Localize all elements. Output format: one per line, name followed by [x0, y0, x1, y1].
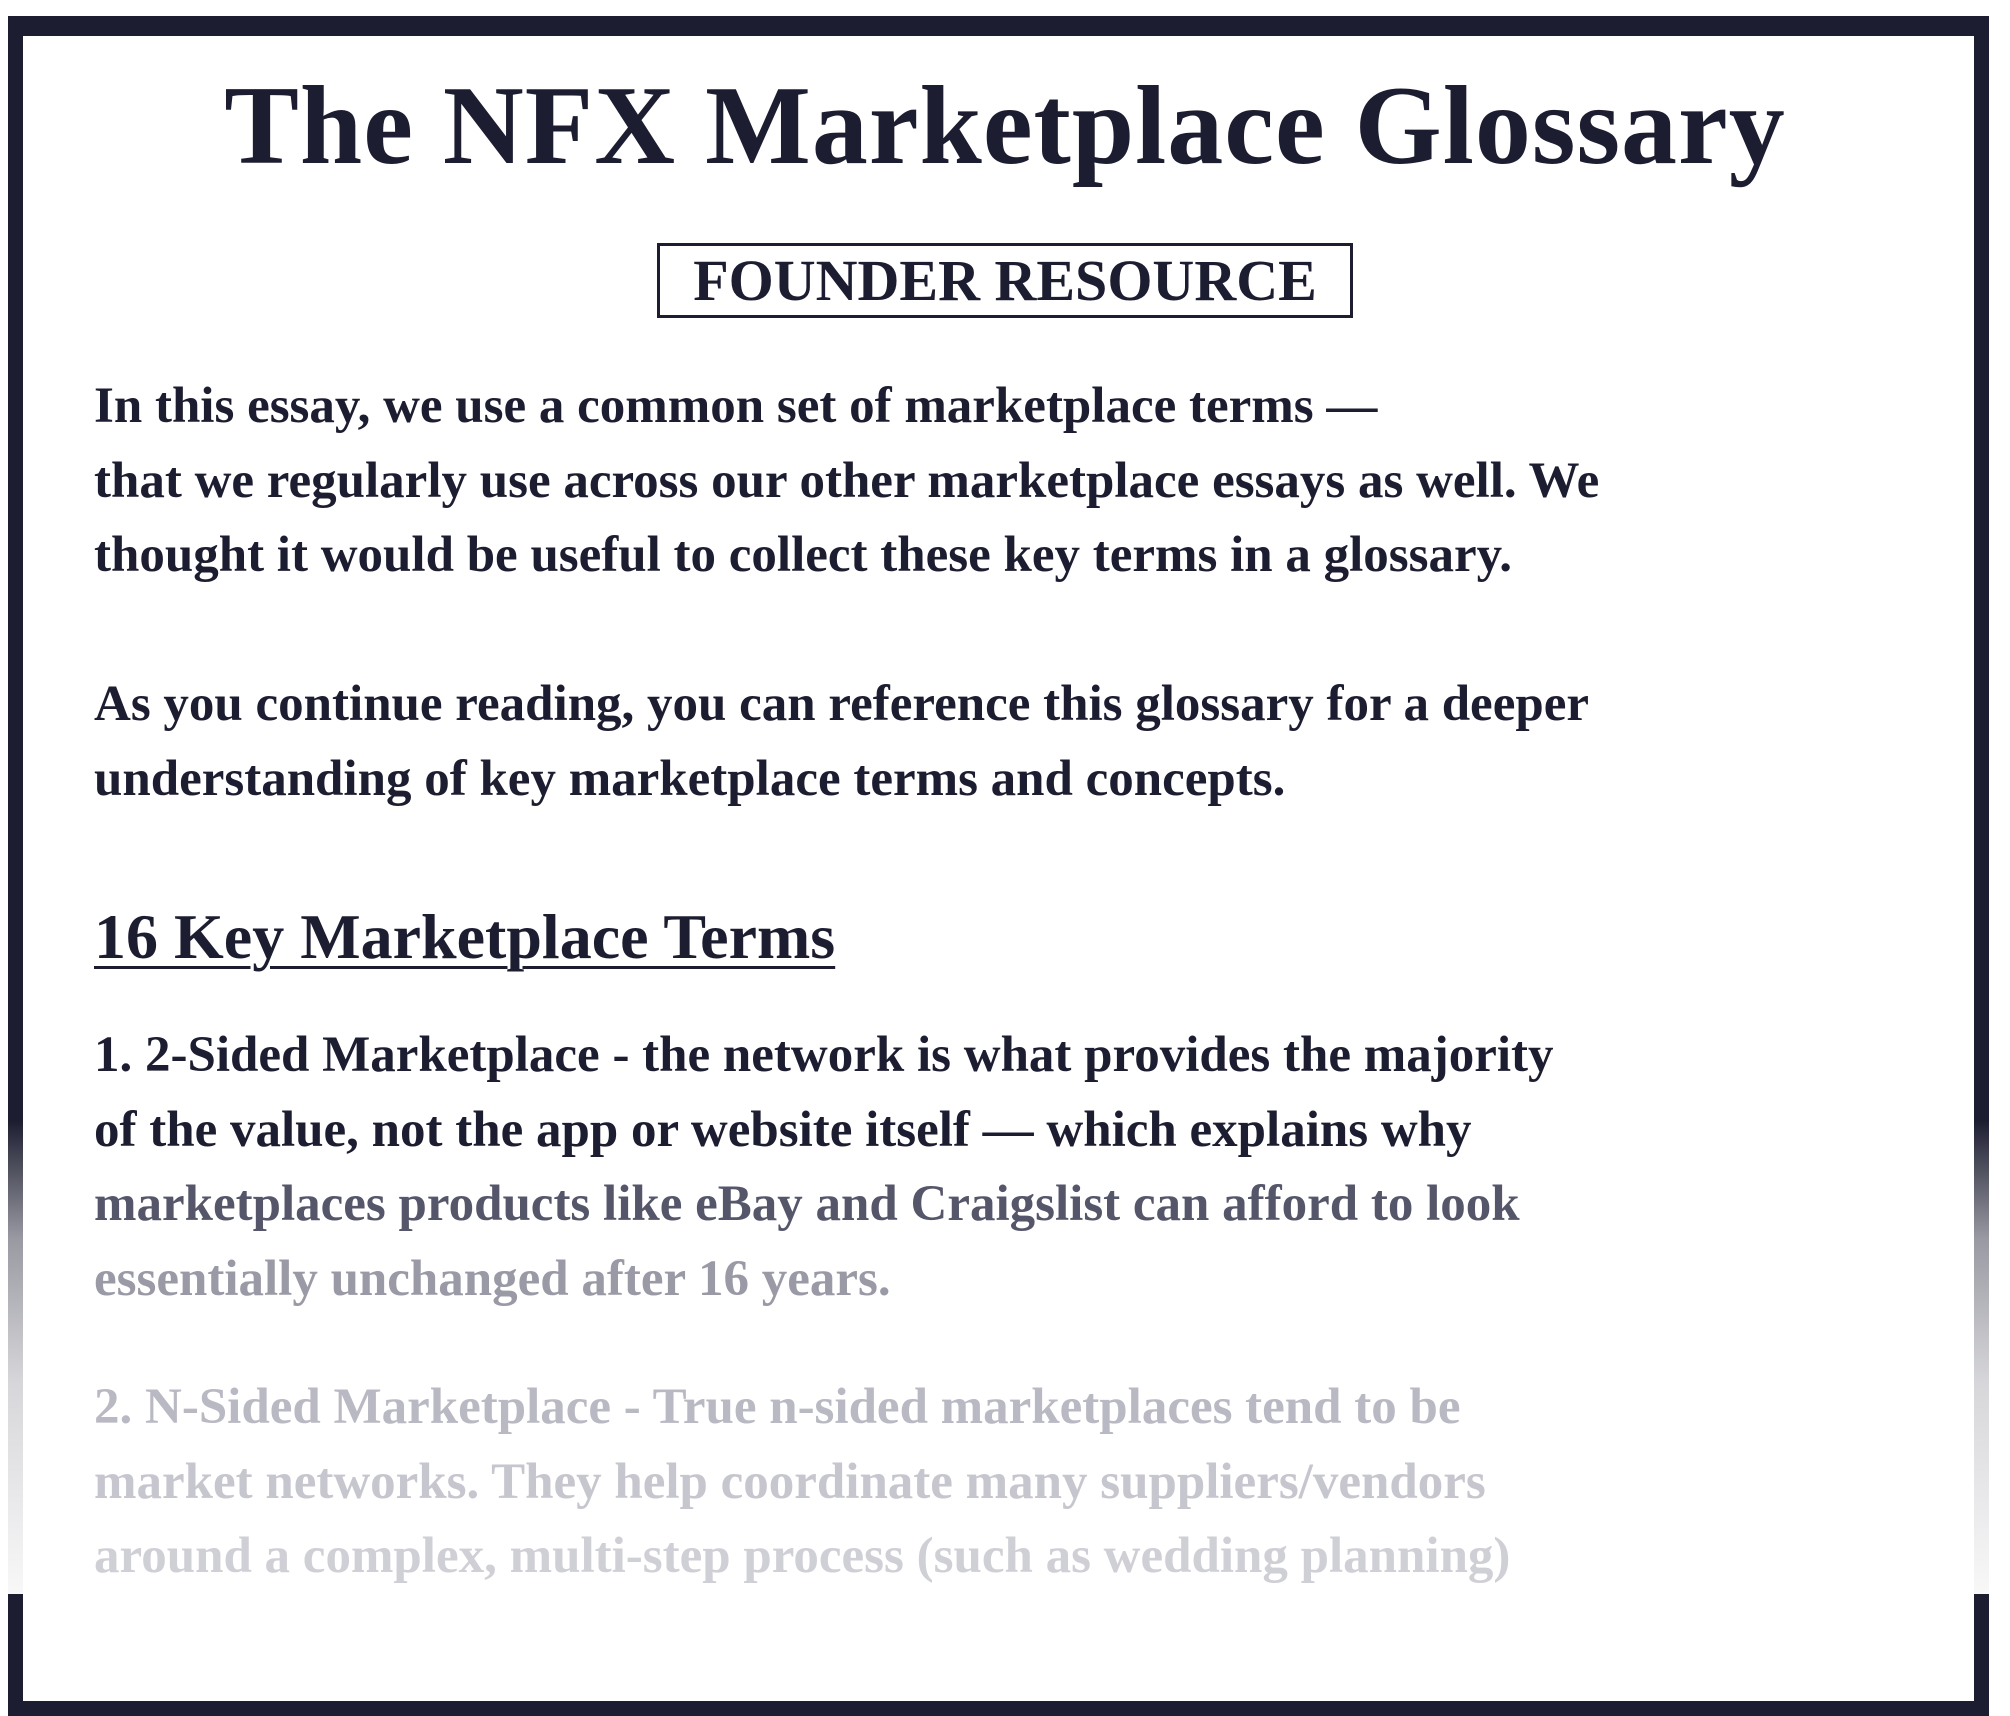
text-line: As you continue reading, you can referen…	[94, 676, 1589, 732]
intro-paragraph-2: As you continue reading, you can referen…	[94, 667, 1589, 816]
intro-paragraph-1: In this essay, we use a common set of ma…	[94, 369, 1599, 593]
text-line: around a complex, multi-step process (su…	[94, 1528, 1511, 1584]
text-line: that we regularly use across our other m…	[94, 452, 1600, 509]
founder-resource-badge: FOUNDER RESOURCE	[657, 243, 1353, 318]
text-line: of the value, not the app or website its…	[94, 1101, 1472, 1158]
text-line: essentially unchanged after 16 years.	[94, 1250, 891, 1307]
fade-overlay	[0, 1120, 2010, 1594]
term-item-1: 1. 2-Sided Marketplace - the network is …	[94, 1018, 1554, 1316]
text-line: In this essay, we use a common set of ma…	[94, 378, 1378, 434]
section-heading: 16 Key Marketplace Terms	[94, 901, 836, 972]
page-title: The NFX Marketplace Glossary	[224, 64, 1786, 188]
text-line: understanding of key marketplace terms a…	[94, 750, 1286, 807]
text-line: market networks. They help coordinate ma…	[94, 1453, 1486, 1510]
text-line: 1. 2-Sided Marketplace - the network is …	[94, 1027, 1554, 1083]
text-line: marketplaces products like eBay and Crai…	[94, 1176, 1520, 1232]
text-line: thought it would be useful to collect th…	[94, 527, 1513, 583]
term-item-2: 2. N-Sided Marketplace - True n-sided ma…	[94, 1370, 1510, 1594]
text-line: 2. N-Sided Marketplace - True n-sided ma…	[94, 1379, 1461, 1435]
